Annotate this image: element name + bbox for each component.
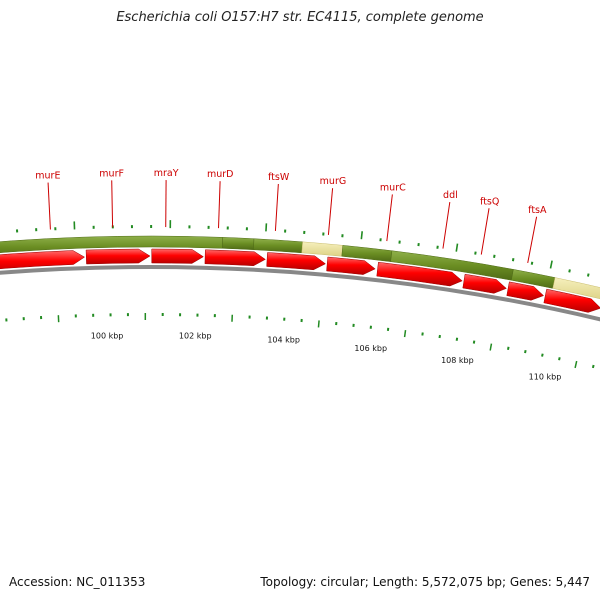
cds-arrow [462,273,507,294]
gene-label-ddl: ddl [443,190,458,201]
outer-tick [530,261,534,265]
scale-label: 106 kbp [354,344,387,353]
gene-label-ftsA: ftsA [528,205,547,216]
outer-tick [455,243,459,252]
scale-tick [524,349,527,354]
cds-arrow [204,249,266,266]
outer-tick [586,273,590,277]
gene-label-murG: murG [320,176,347,187]
gene-labels: murE murF mraY murD ftsW murG murC ddl ftsQ ftsA [35,168,547,264]
outer-tick [568,269,571,273]
scale-tick [317,320,320,328]
scale-tick [591,364,595,369]
scale-label: 108 kbp [441,356,474,365]
category-track [0,235,600,300]
cds-arrow [376,261,463,287]
scale-tick [403,330,407,338]
cds-arrow [85,248,151,265]
scale-label: 104 kbp [267,336,300,345]
backbone-ring [0,265,600,322]
scale-labels: 100 kbp 102 kbp 104 kbp 106 kbp 108 kbp 110 k… [91,331,562,381]
gene-label-murE: murE [35,171,60,182]
scale-tick [489,343,493,351]
gene-label-ftsQ: ftsQ [480,196,499,207]
scale-tick [558,357,561,361]
gene-leader-line [527,216,538,264]
accession-text: Accession: NC_011353 [9,575,146,589]
map-title: Escherichia coli O157:H7 str. EC4115, co… [116,10,484,25]
category-segment [552,277,600,300]
gene-leader-line [386,194,393,242]
outer-tick [493,254,496,258]
gene-leader-line [47,182,51,230]
cds-arrow [543,288,600,313]
gene-label-murC: murC [380,182,406,193]
cds-arrow [506,281,545,301]
scale-label: 110 kbp [529,373,562,382]
cds-arrow [326,256,376,275]
category-segment [222,237,255,250]
scale-tick [541,353,544,357]
gene-leader-line [327,188,334,236]
backbone-layer [0,265,600,322]
scale-tick [507,346,510,350]
gene-label-mraY: mraY [154,168,179,179]
gene-label-ftsW: ftsW [268,172,290,183]
gene-leader-line [218,181,221,229]
tick-marks [5,220,595,369]
gene-leader-line [111,180,114,228]
scale-tick [472,340,476,344]
gene-leader-line [274,183,279,231]
scale-tick [574,360,578,369]
cds-arrow [266,252,326,271]
outer-tick [360,231,363,240]
cds-arrow [0,250,86,270]
outer-tick [511,258,515,262]
gene-label-murF: murF [99,168,124,179]
category-segment [253,238,303,254]
scale-label: 100 kbp [91,331,124,340]
gene-leader-line [480,208,490,255]
gene-leader-line [442,201,451,249]
gene-label-murD: murD [207,169,234,180]
category-segment [301,241,344,257]
cds-arrow [151,248,204,264]
cds-track [0,248,600,313]
outer-tick [549,260,553,269]
genome-stats-text: Topology: circular; Length: 5,572,075 bp… [260,575,590,589]
scale-label: 102 kbp [179,332,212,341]
